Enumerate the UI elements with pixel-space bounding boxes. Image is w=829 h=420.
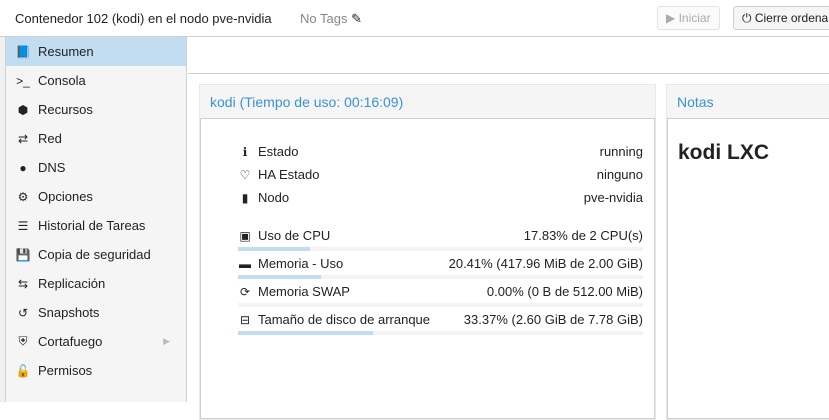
sidebar-item-label: Copia de seguridad <box>38 247 151 262</box>
memory-icon: ▬ <box>239 256 251 271</box>
usage-bar-fill <box>238 247 311 251</box>
shutdown-button[interactable]: ⏻ Cierre ordena <box>733 6 829 30</box>
sidebar-item-red[interactable]: ⇄ Red <box>6 124 186 153</box>
status-panel: kodi (Tiempo de uso: 00:16:09) ℹ Estado ru… <box>199 84 656 420</box>
play-icon: ▶ <box>666 11 676 25</box>
info-row: ▮ Nodo pve-nvidia <box>238 190 643 210</box>
info-label: Estado <box>258 144 299 159</box>
status-panel-title: kodi (Tiempo de uso: 00:16:09) <box>200 85 655 119</box>
sidebar-item-label: DNS <box>38 160 66 175</box>
globe-icon: ● <box>19 160 27 175</box>
usage-label: Memoria - Uso <box>258 256 344 271</box>
sidebar-item-resumen[interactable]: 📘 Resumen <box>6 37 186 66</box>
start-button[interactable]: ▶ Iniciar <box>657 6 720 30</box>
book-icon: 📘 <box>15 44 31 59</box>
sidebar-item-label: Permisos <box>38 363 93 378</box>
notes-content: kodi LXC <box>678 141 770 164</box>
tags[interactable]: No Tags ✎ <box>300 11 362 27</box>
sidebar-item-label: Cortafuego <box>38 334 103 349</box>
sidebar-item-label: Red <box>38 131 62 146</box>
shield-icon: ⛨ <box>18 334 28 348</box>
usage-label: Memoria SWAP <box>258 284 350 299</box>
sidebar-item-label: Historial de Tareas <box>38 218 146 233</box>
usage-row: ⟳ Memoria SWAP 0.00% (0 B de 512.00 MiB) <box>238 284 643 307</box>
info-label: HA Estado <box>258 167 320 182</box>
sidebar-item-dns[interactable]: ● DNS <box>6 153 186 182</box>
usage-row: ▬ Memoria - Uso 20.41% (417.96 MiB de 2.00… <box>238 256 643 279</box>
left-edge <box>0 0 6 402</box>
notes-panel: Notas kodi LXC <box>666 84 829 420</box>
pencil-icon[interactable]: ✎ <box>351 11 362 26</box>
info-icon: ℹ <box>242 144 248 159</box>
info-label: Nodo <box>258 190 290 205</box>
sidebar-item-opciones[interactable]: ⚙ Opciones <box>6 182 186 211</box>
server-icon: ▮ <box>241 190 249 205</box>
info-row: ℹ Estado running <box>238 144 643 164</box>
retweet-icon: ⇆ <box>17 276 29 291</box>
usage-value: 0.00% (0 B de 512.00 MiB) <box>486 284 643 299</box>
sidebar-item-recursos[interactable]: ⬢ Recursos <box>6 95 186 124</box>
main-content: kodi (Tiempo de uso: 00:16:09) ℹ Estado ru… <box>188 74 829 420</box>
sidebar-item-label: Resumen <box>38 44 94 59</box>
sidebar-item-consola[interactable]: >_ Consola <box>6 66 186 95</box>
sidebar-item-copia-de-seguridad[interactable]: 💾 Copia de seguridad <box>6 240 186 269</box>
info-row: ♡ HA Estado ninguno <box>238 167 643 187</box>
usage-label: Uso de CPU <box>258 228 331 243</box>
sidebar-item-label: Consola <box>38 73 86 88</box>
usage-bar <box>238 331 643 335</box>
usage-bar-fill <box>238 331 374 335</box>
usage-bar-fill <box>238 275 321 279</box>
sidebar-item-label: Opciones <box>38 189 93 204</box>
usage-row: ⊟ Tamaño de disco de arranque 33.37% (2.60… <box>238 312 643 335</box>
sidebar-item-label: Recursos <box>38 102 93 117</box>
usage-label: Tamaño de disco de arranque <box>258 312 431 327</box>
usage-value: 33.37% (2.60 GiB de 7.78 GiB) <box>463 312 643 327</box>
gear-icon: ⚙ <box>17 189 29 204</box>
history-icon: ↺ <box>17 305 29 320</box>
usage-value: 20.41% (417.96 MiB de 2.00 GiB) <box>448 256 643 271</box>
shutdown-label: Cierre ordena <box>754 11 829 25</box>
list-icon: ☰ <box>17 218 29 233</box>
terminal-icon: >_ <box>16 73 30 88</box>
floppy-icon: 💾 <box>15 247 31 262</box>
unlock-icon: 🔓 <box>15 363 31 378</box>
heartbeat-icon: ♡ <box>239 167 251 182</box>
usage-value: 17.83% de 2 CPU(s) <box>523 228 643 243</box>
usage-row: ▣ Uso de CPU 17.83% de 2 CPU(s) <box>238 228 643 251</box>
usage-bar <box>238 247 643 251</box>
start-label: Iniciar <box>678 11 711 25</box>
cpu-icon: ▣ <box>239 228 251 243</box>
sidebar-item-label: Replicación <box>38 276 106 291</box>
sidebar-nav: 📘 Resumen >_ Consola ⬢ Recursos ⇄ Red ● DNS ⚙ Opcio… <box>6 37 187 402</box>
notes-body[interactable]: kodi LXC <box>667 119 829 419</box>
sidebar-item-permisos[interactable]: 🔓 Permisos <box>6 356 186 385</box>
status-panel-body: ℹ Estado running ♡ HA Estado ninguno ▮ Nodo pve-… <box>200 119 655 419</box>
info-value: pve-nvidia <box>583 190 643 205</box>
power-icon: ⏻ <box>742 11 752 25</box>
sidebar-item-cortafuego[interactable]: ⛨ Cortafuego ▶ <box>6 327 186 356</box>
sidebar-item-label: Snapshots <box>38 305 100 320</box>
tab-bar <box>188 37 829 74</box>
hdd-icon: ⊟ <box>239 312 251 327</box>
usage-bar <box>238 275 643 279</box>
refresh-icon: ⟳ <box>239 284 251 299</box>
chevron-right-icon: ▶ <box>163 336 170 346</box>
exchange-icon: ⇄ <box>17 131 29 146</box>
sidebar-item-snapshots[interactable]: ↺ Snapshots <box>6 298 186 327</box>
notes-panel-title: Notas <box>667 85 829 119</box>
usage-bar <box>238 303 643 307</box>
tags-label: No Tags <box>300 11 348 26</box>
cube-icon: ⬢ <box>17 102 29 117</box>
sidebar-item-historial-de-tareas[interactable]: ☰ Historial de Tareas <box>6 211 186 240</box>
info-value: ninguno <box>596 167 643 182</box>
page-header: Contenedor 102 (kodi) en el nodo pve-nvi… <box>0 0 829 37</box>
page-title: Contenedor 102 (kodi) en el nodo pve-nvi… <box>15 11 272 26</box>
sidebar-item-replicaci-n[interactable]: ⇆ Replicación <box>6 269 186 298</box>
info-value: running <box>599 144 643 159</box>
